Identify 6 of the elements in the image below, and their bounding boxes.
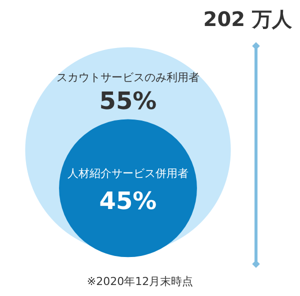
data-label: 45% [99, 187, 157, 216]
data-label: 55% [99, 87, 157, 115]
text: ※2020年12月末時点 [86, 275, 194, 288]
category-label: スカウトサービスのみ利用者 [56, 71, 200, 84]
category-label: 人材紹介サービス併用者 [68, 167, 188, 180]
text: 202 万人 [203, 7, 293, 31]
